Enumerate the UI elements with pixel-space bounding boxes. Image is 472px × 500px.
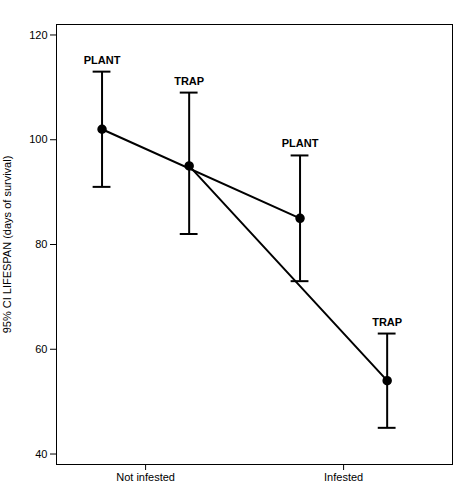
svg-text:100: 100: [29, 133, 47, 145]
svg-text:TRAP: TRAP: [174, 75, 204, 87]
svg-text:80: 80: [35, 238, 47, 250]
svg-text:Not infested: Not infested: [116, 471, 175, 483]
svg-text:120: 120: [29, 28, 47, 40]
svg-text:TRAP: TRAP: [372, 316, 402, 328]
svg-text:PLANT: PLANT: [84, 54, 121, 66]
svg-text:PLANT: PLANT: [282, 137, 319, 149]
svg-text:95% CI LIFESPAN (days of survi: 95% CI LIFESPAN (days of survival): [1, 156, 13, 334]
svg-text:Infested: Infested: [324, 471, 363, 483]
svg-text:60: 60: [35, 343, 47, 355]
svg-text:40: 40: [35, 448, 47, 460]
